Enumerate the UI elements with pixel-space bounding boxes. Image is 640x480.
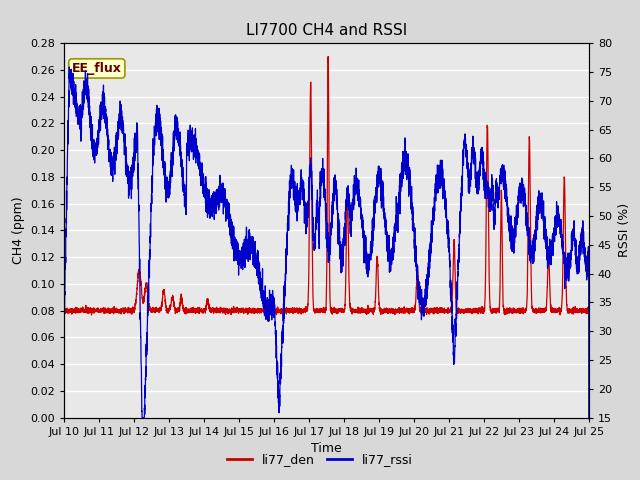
Text: EE_flux: EE_flux: [72, 62, 122, 75]
Y-axis label: CH4 (ppm): CH4 (ppm): [12, 197, 24, 264]
Y-axis label: RSSI (%): RSSI (%): [618, 204, 630, 257]
X-axis label: Time: Time: [311, 442, 342, 455]
Title: LI7700 CH4 and RSSI: LI7700 CH4 and RSSI: [246, 23, 407, 38]
Legend: li77_den, li77_rssi: li77_den, li77_rssi: [222, 448, 418, 471]
